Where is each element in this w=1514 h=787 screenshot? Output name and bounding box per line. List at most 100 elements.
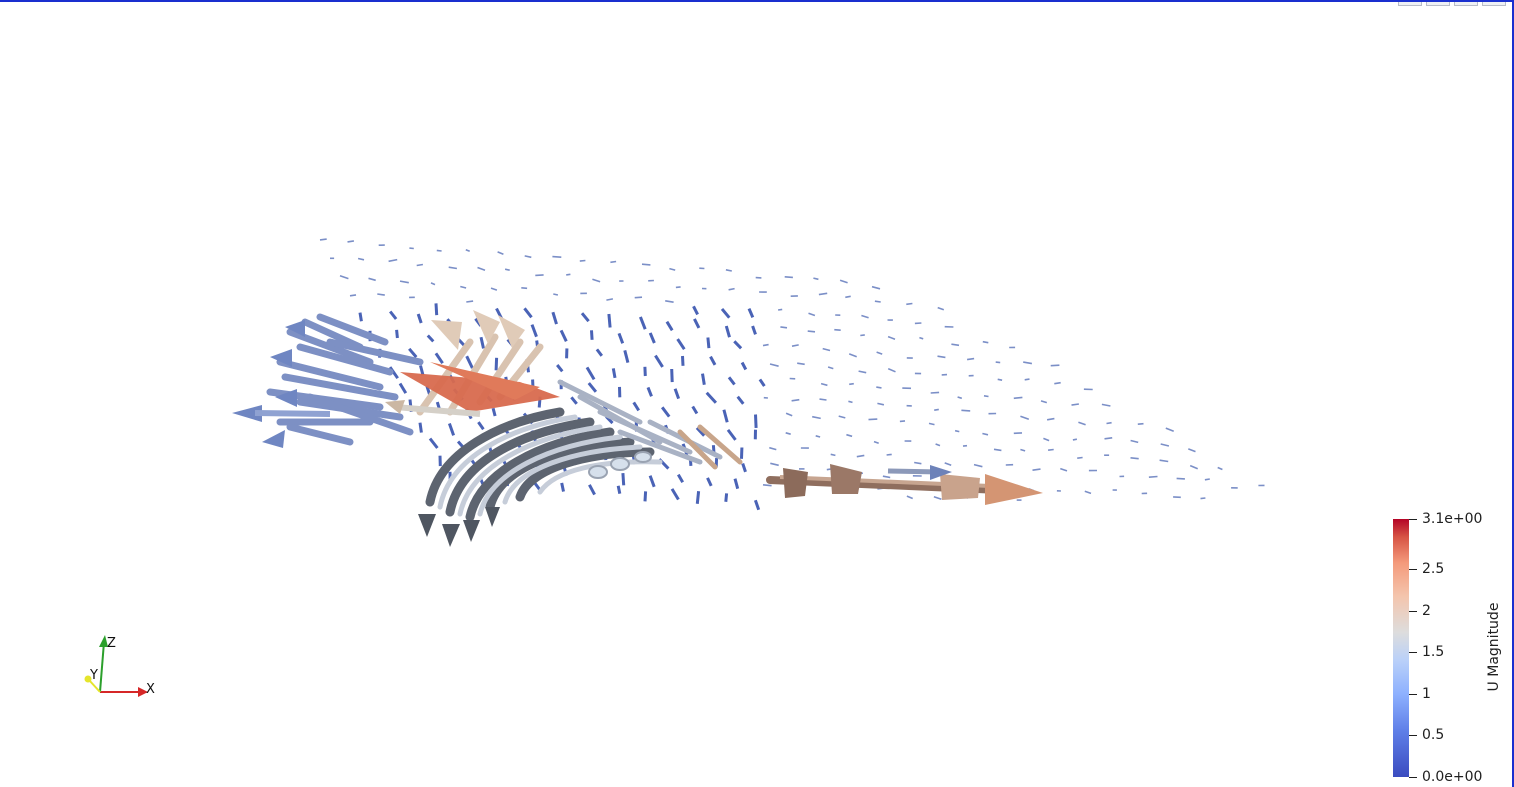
close-view-button[interactable] <box>1482 2 1506 6</box>
arrow-glyph <box>818 292 828 296</box>
arrow-glyph <box>934 408 939 411</box>
arrow-glyph <box>882 475 891 479</box>
arrow-glyph <box>669 267 676 271</box>
arrow-glyph <box>426 334 435 343</box>
arrow-glyph <box>914 461 922 465</box>
arrow-glyph <box>368 277 376 282</box>
mid-arrow-band <box>557 379 743 479</box>
arrow-glyph <box>1020 448 1026 452</box>
colorbar-tick <box>1409 652 1417 653</box>
arrow-glyph <box>691 405 699 415</box>
arrow-glyph <box>812 415 821 420</box>
arrow-glyph <box>740 361 748 371</box>
colorbar-label: 2 <box>1422 603 1431 619</box>
arrow-glyph <box>784 276 793 279</box>
arrow-glyph <box>709 355 717 366</box>
colorbar-tick <box>1409 777 1417 778</box>
arrow-glyph <box>465 248 470 252</box>
arrow-glyph <box>785 432 791 435</box>
arrow-glyph <box>777 308 783 311</box>
arrow-glyph <box>751 325 757 335</box>
arrow-glyph <box>930 391 940 394</box>
arrow-glyph <box>1188 448 1196 453</box>
z-axis-line <box>99 641 105 693</box>
arrow-glyph <box>634 296 643 299</box>
arrow-glyph <box>725 269 732 272</box>
arrow-glyph <box>813 277 819 281</box>
arrow-glyph <box>579 259 586 262</box>
arrow-glyph <box>524 255 532 259</box>
arrow-glyph <box>1043 437 1050 442</box>
arrow-glyph <box>819 398 827 401</box>
arrow-glyph <box>848 400 853 404</box>
arrow-glyph <box>607 313 612 328</box>
arrow-glyph <box>944 462 952 467</box>
arrow-glyph <box>747 308 755 318</box>
arrow-glyph <box>553 293 559 296</box>
arrow-glyph <box>339 275 349 280</box>
arrow-glyph <box>681 355 685 366</box>
grey-arc-cluster <box>418 407 663 547</box>
arrow-glyph <box>1054 381 1061 385</box>
colorbar-label: 1 <box>1422 686 1431 702</box>
arrow-glyph <box>762 343 769 347</box>
arrow-glyph <box>861 314 869 319</box>
arrow-glyph <box>724 493 729 502</box>
arrow-glyph <box>1137 422 1144 425</box>
colorbar-label: 2.5 <box>1422 561 1445 577</box>
arrow-glyph <box>590 330 594 340</box>
arrow-glyph <box>1159 459 1169 463</box>
arrow-glyph <box>848 353 857 358</box>
arrow-glyph <box>887 335 896 341</box>
arrow-glyph <box>876 351 883 355</box>
arrow-glyph <box>701 373 706 385</box>
arrow-glyph <box>1130 439 1139 444</box>
arrow-glyph <box>447 423 456 436</box>
arrow-glyph <box>1217 466 1223 471</box>
arrow-glyph <box>1160 443 1170 447</box>
arrow-glyph <box>665 300 674 303</box>
arrow-glyph <box>839 279 848 284</box>
arrow-glyph <box>815 435 821 438</box>
arrow-glyph <box>646 386 653 397</box>
arrow-glyph <box>1072 438 1078 441</box>
arrow-glyph <box>1048 448 1054 451</box>
arrow-glyph <box>504 268 510 271</box>
arrow-glyph <box>389 310 398 320</box>
arrow-glyph <box>724 325 731 338</box>
arrow-glyph <box>849 382 854 386</box>
arrow-glyph <box>632 401 640 412</box>
arrow-glyph <box>727 376 736 386</box>
arrow-glyph <box>639 316 647 330</box>
arrow-glyph <box>886 453 892 456</box>
arrow-glyph <box>623 350 630 363</box>
arrow-glyph <box>1040 400 1048 404</box>
arrow-glyph <box>770 462 779 467</box>
arrow-glyph <box>521 287 528 290</box>
arrow-glyph <box>1204 478 1210 481</box>
arrow-glyph <box>676 338 686 351</box>
arrow-glyph <box>1050 364 1060 367</box>
arrow-glyph <box>995 361 1001 364</box>
colorbar-label: 0.0e+00 <box>1422 769 1483 785</box>
arrow-glyph <box>720 307 731 319</box>
arrow-glyph <box>588 484 596 496</box>
arrow-glyph <box>906 302 913 306</box>
arrow-glyph <box>1084 490 1092 495</box>
arrow-glyph <box>695 426 706 437</box>
arrow-glyph <box>966 357 975 361</box>
arrow-glyph <box>961 409 971 412</box>
split-horizontal-button[interactable] <box>1398 2 1422 6</box>
arrow-glyph <box>552 255 562 258</box>
arrow-glyph <box>877 402 885 406</box>
maximize-button[interactable] <box>1454 2 1478 6</box>
arrow-glyph <box>722 409 729 423</box>
arrow-glyph <box>610 260 617 264</box>
arrow-glyph <box>670 488 680 501</box>
split-vertical-button[interactable] <box>1426 2 1450 6</box>
arrow-glyph <box>928 422 935 426</box>
arrow-glyph <box>827 366 834 370</box>
arrow-glyph <box>535 274 544 277</box>
